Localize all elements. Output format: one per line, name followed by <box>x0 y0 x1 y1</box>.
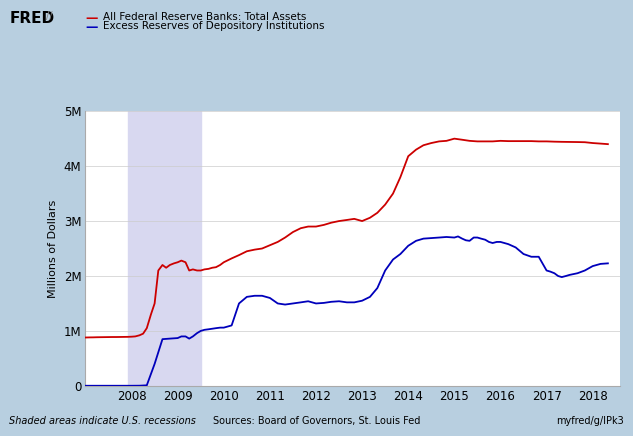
Text: All Federal Reserve Banks: Total Assets: All Federal Reserve Banks: Total Assets <box>103 12 306 22</box>
Text: —: — <box>85 21 98 34</box>
Text: //: // <box>46 11 52 21</box>
Text: —: — <box>85 12 98 25</box>
Text: Shaded areas indicate U.S. recessions: Shaded areas indicate U.S. recessions <box>9 416 196 426</box>
Text: Sources: Board of Governors, St. Louis Fed: Sources: Board of Governors, St. Louis F… <box>213 416 420 426</box>
Bar <box>128 111 201 386</box>
Text: FRED: FRED <box>9 11 54 26</box>
Text: myfred/g/IPk3: myfred/g/IPk3 <box>556 416 624 426</box>
Text: Excess Reserves of Depository Institutions: Excess Reserves of Depository Institutio… <box>103 21 324 31</box>
Y-axis label: Millions of Dollars: Millions of Dollars <box>48 199 58 298</box>
